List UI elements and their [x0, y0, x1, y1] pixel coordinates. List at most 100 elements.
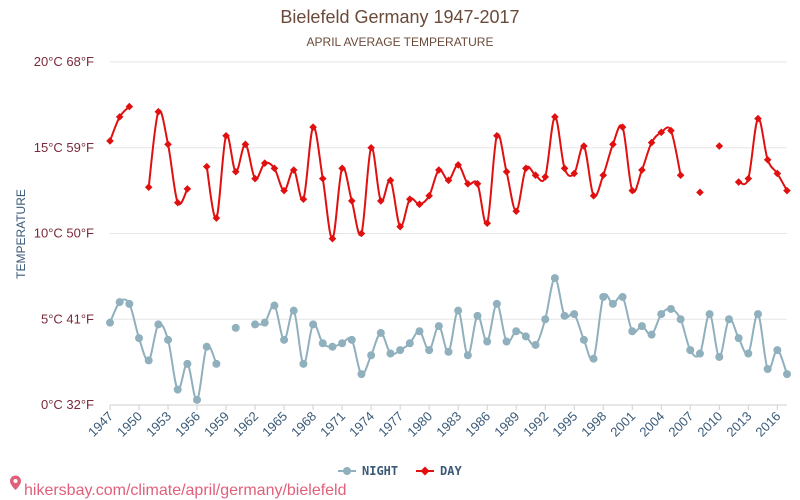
data-point-day[interactable] [328, 234, 337, 243]
data-point-night[interactable] [695, 349, 704, 358]
data-point-night[interactable] [666, 304, 675, 313]
data-point-night[interactable] [763, 364, 772, 373]
data-point-night[interactable] [299, 359, 308, 368]
data-point-night[interactable] [173, 385, 182, 394]
data-point-day[interactable] [473, 179, 482, 188]
data-point-day[interactable] [231, 167, 240, 176]
data-point-night[interactable] [251, 320, 260, 329]
data-point-night[interactable] [512, 327, 521, 336]
data-point-day[interactable] [415, 200, 424, 209]
data-point-night[interactable] [289, 306, 298, 315]
data-point-night[interactable] [473, 311, 482, 320]
data-point-day[interactable] [638, 166, 646, 174]
data-point-day[interactable] [212, 214, 221, 222]
data-point-night[interactable] [744, 349, 753, 358]
data-point-day[interactable] [241, 140, 250, 149]
data-point-night[interactable] [541, 315, 550, 324]
data-point-day[interactable] [406, 195, 414, 203]
data-point-day[interactable] [106, 137, 114, 145]
data-point-day[interactable] [570, 169, 579, 178]
data-point-day[interactable] [115, 113, 124, 121]
data-point-day[interactable] [531, 171, 540, 179]
data-point-night[interactable] [231, 323, 240, 332]
data-point-day[interactable] [551, 113, 559, 121]
data-point-night[interactable] [106, 318, 114, 327]
data-point-night[interactable] [589, 354, 598, 363]
data-point-night[interactable] [599, 292, 608, 301]
data-point-night[interactable] [444, 347, 453, 356]
data-point-night[interactable] [657, 310, 666, 319]
data-point-night[interactable] [183, 359, 192, 368]
data-point-day[interactable] [386, 176, 395, 185]
data-point-day[interactable] [425, 191, 433, 200]
data-point-day[interactable] [299, 195, 308, 203]
data-point-night[interactable] [154, 320, 163, 329]
data-point-night[interactable] [260, 318, 269, 327]
data-point-night[interactable] [560, 311, 569, 320]
data-point-night[interactable] [705, 310, 714, 319]
data-point-day[interactable] [783, 186, 791, 195]
data-point-night[interactable] [521, 332, 530, 341]
data-point-day[interactable] [618, 123, 627, 131]
data-point-night[interactable] [483, 337, 492, 346]
data-point-night[interactable] [415, 327, 424, 336]
data-point-day[interactable] [173, 198, 182, 207]
data-point-day[interactable] [715, 142, 724, 150]
data-point-day[interactable] [270, 164, 279, 173]
data-point-day[interactable] [493, 131, 501, 140]
data-point-night[interactable] [570, 310, 579, 319]
data-point-night[interactable] [734, 334, 743, 343]
data-point-night[interactable] [144, 356, 153, 365]
data-point-day[interactable] [696, 188, 704, 197]
data-point-night[interactable] [463, 351, 472, 360]
data-point-day[interactable] [464, 179, 472, 188]
data-point-day[interactable] [125, 102, 134, 111]
legend-item-day[interactable]: DAY [416, 464, 462, 478]
data-point-day[interactable] [154, 107, 163, 116]
data-point-day[interactable] [676, 171, 685, 179]
data-point-day[interactable] [609, 140, 617, 149]
data-point-day[interactable] [454, 161, 462, 169]
data-point-day[interactable] [144, 183, 153, 191]
data-point-day[interactable] [251, 174, 259, 183]
data-point-day[interactable] [435, 166, 443, 174]
data-point-day[interactable] [164, 140, 172, 149]
data-point-night[interactable] [270, 301, 279, 310]
data-point-night[interactable] [405, 339, 414, 348]
data-point-night[interactable] [676, 315, 685, 324]
data-point-night[interactable] [579, 335, 588, 344]
data-point-night[interactable] [193, 395, 202, 404]
data-point-day[interactable] [289, 166, 298, 174]
data-point-night[interactable] [309, 320, 318, 329]
data-point-day[interactable] [657, 128, 666, 137]
data-point-day[interactable] [560, 164, 569, 173]
data-point-night[interactable] [618, 292, 627, 301]
data-point-day[interactable] [541, 173, 550, 181]
data-point-day[interactable] [338, 164, 346, 173]
data-point-day[interactable] [734, 178, 743, 186]
data-point-night[interactable] [608, 299, 617, 308]
data-point-day[interactable] [183, 185, 192, 193]
data-point-night[interactable] [318, 339, 327, 348]
data-point-day[interactable] [754, 114, 762, 123]
data-point-day[interactable] [580, 142, 588, 150]
data-point-night[interactable] [357, 370, 366, 379]
data-point-night[interactable] [628, 327, 637, 336]
data-point-day[interactable] [280, 186, 288, 195]
data-point-night[interactable] [686, 346, 695, 355]
data-point-day[interactable] [647, 138, 656, 147]
data-point-day[interactable] [628, 186, 637, 195]
data-point-night[interactable] [773, 346, 782, 355]
data-point-night[interactable] [715, 352, 724, 361]
data-point-night[interactable] [425, 346, 434, 355]
data-point-night[interactable] [125, 299, 134, 308]
data-point-night[interactable] [647, 330, 656, 339]
data-point-night[interactable] [376, 328, 385, 337]
data-point-night[interactable] [396, 346, 405, 355]
data-point-night[interactable] [338, 339, 347, 348]
data-point-night[interactable] [434, 322, 443, 331]
data-point-day[interactable] [309, 123, 317, 131]
data-point-night[interactable] [753, 310, 762, 319]
data-point-night[interactable] [328, 342, 337, 351]
data-point-night[interactable] [367, 351, 376, 360]
